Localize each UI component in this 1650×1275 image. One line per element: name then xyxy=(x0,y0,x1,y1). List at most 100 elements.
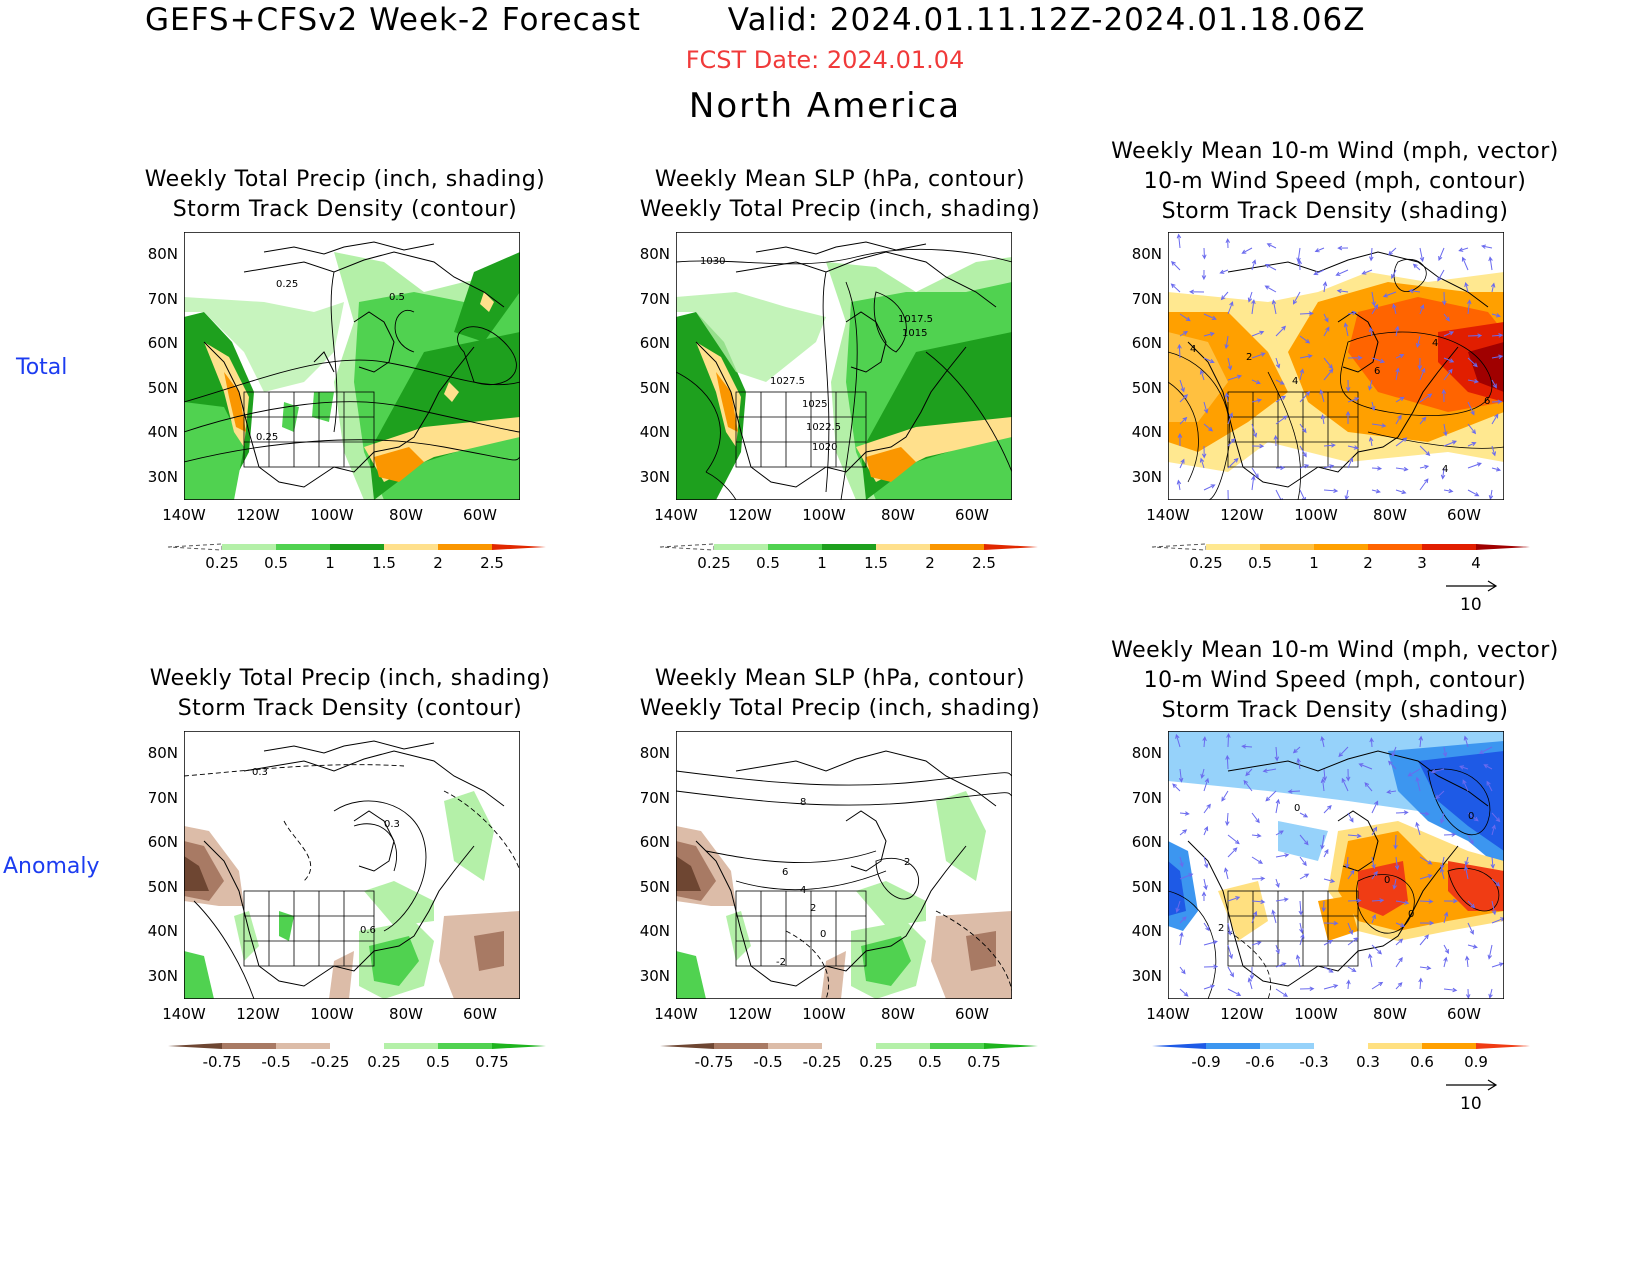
wind-vector xyxy=(1203,331,1215,337)
map-slp-total: 1030 1017.5 1015 1027.5 1025 1022.5 1020 xyxy=(676,232,1012,500)
wind-vector xyxy=(1203,777,1210,792)
colorbar-segment xyxy=(714,1043,768,1049)
contour-label: 4 xyxy=(1432,338,1438,349)
lat-label: 70N xyxy=(147,290,178,308)
lat-label: 30N xyxy=(147,967,178,985)
wind-vector xyxy=(1320,778,1326,792)
wind-vector xyxy=(1371,826,1378,836)
wind-vector xyxy=(1201,891,1207,902)
wind-vector xyxy=(1179,856,1184,868)
wind-vector xyxy=(1393,834,1398,850)
wind-vector xyxy=(1371,800,1379,814)
colorbar-label: 1 xyxy=(817,554,827,572)
wind-vectors xyxy=(1170,233,1504,500)
wind-vector xyxy=(1491,467,1502,472)
wind-vector xyxy=(1386,789,1397,795)
wind-vector xyxy=(1179,873,1194,880)
wind-vector xyxy=(1368,379,1373,391)
wind-vector xyxy=(1443,423,1448,437)
wind-vector xyxy=(1417,357,1423,371)
contour-label: 2 xyxy=(904,857,910,868)
state-borders xyxy=(735,890,867,967)
colorbar-segment xyxy=(768,544,822,550)
wind-vector xyxy=(1203,878,1208,891)
wind-vector xyxy=(1439,867,1445,880)
wind-vector xyxy=(1323,368,1334,381)
colorbar-segment xyxy=(1314,544,1368,550)
wind-vector xyxy=(1225,489,1231,500)
wind-vector xyxy=(1227,988,1242,996)
wind-vector xyxy=(1419,367,1426,381)
wind-vector xyxy=(1203,423,1214,432)
wind-vector xyxy=(1361,269,1373,275)
wind-vector xyxy=(1418,977,1423,990)
wind-vector xyxy=(1347,457,1354,469)
contour-label: -2 xyxy=(776,957,786,968)
lon-label: 120W xyxy=(236,506,280,524)
wind-vector xyxy=(1419,304,1425,315)
arrow-icon xyxy=(1446,580,1498,592)
wind-vector xyxy=(1299,423,1307,434)
colorbar-segment xyxy=(330,1043,384,1049)
title-wind-total: Weekly Mean 10-m Wind (mph, vector) 10-m … xyxy=(1100,137,1570,227)
lat-label: 80N xyxy=(639,744,670,762)
wind-vector xyxy=(1488,988,1493,999)
wind-vector xyxy=(1203,484,1216,491)
lon-label: 100W xyxy=(310,506,354,524)
wind-vector xyxy=(1323,357,1333,370)
title-slp-anom: Weekly Mean SLP (hPa, contour) Weekly Tot… xyxy=(615,664,1065,724)
wind-vector xyxy=(1462,779,1469,792)
wind-vector xyxy=(1415,821,1421,836)
wind-vector xyxy=(1175,733,1181,748)
wind-speed-contours xyxy=(1168,258,1504,500)
contour-label: 1017.5 xyxy=(898,314,933,325)
wind-vector xyxy=(1412,263,1421,271)
region-title: North America xyxy=(688,86,962,126)
colorbar-segment xyxy=(1314,1043,1368,1049)
contour-label: 1027.5 xyxy=(770,376,805,387)
lon-label: 60W xyxy=(1447,1005,1481,1023)
colorbar-label: -0.5 xyxy=(753,1053,782,1071)
wind-vector xyxy=(1394,856,1400,871)
colorbar-label: 0.25 xyxy=(697,554,730,572)
wind-vector xyxy=(1179,811,1190,816)
colorbar-segment xyxy=(822,544,876,550)
wind-vector xyxy=(1467,944,1478,949)
wind-vector xyxy=(1227,922,1232,936)
colorbar-label: 0.25 xyxy=(859,1053,892,1071)
wind-vector xyxy=(1299,390,1311,403)
wind-vector xyxy=(1395,396,1405,403)
wind-vector xyxy=(1435,790,1445,800)
lat-label: 50N xyxy=(1131,379,1162,397)
colorbar-segment xyxy=(168,1043,222,1049)
contour-label: 6 xyxy=(1374,366,1380,377)
wind-vector xyxy=(1219,269,1229,274)
colorbar-segment xyxy=(384,544,438,550)
lon-label: 60W xyxy=(955,1005,989,1023)
wind-vector xyxy=(1179,416,1188,425)
wind-vector xyxy=(1264,263,1277,271)
colorbar-segment xyxy=(222,1043,276,1049)
wind-vector xyxy=(1488,489,1494,500)
wind-vector xyxy=(1176,479,1182,491)
wind-vector xyxy=(1467,401,1475,416)
storm-track-contours xyxy=(184,271,520,463)
contour-label: 2 xyxy=(1246,352,1252,363)
wind-vector xyxy=(1395,982,1403,990)
title-wind-anom: Weekly Mean 10-m Wind (mph, vector) 10-m … xyxy=(1100,636,1570,726)
wind-vector xyxy=(1225,812,1230,827)
title-precip-total: Weekly Total Precip (inch, shading) Storm… xyxy=(120,165,570,225)
wind-vector xyxy=(1203,856,1209,869)
wind-vector xyxy=(1200,768,1205,779)
lon-label: 80W xyxy=(1373,1005,1407,1023)
colorbar-segment xyxy=(492,1043,546,1049)
wind-vector xyxy=(1199,457,1205,469)
title-precip-anom: Weekly Total Precip (inch, shading) Storm… xyxy=(125,664,575,724)
lon-label: 100W xyxy=(802,506,846,524)
wind-vector xyxy=(1323,443,1336,448)
lon-label: 140W xyxy=(654,1005,698,1023)
colorbar-segment xyxy=(768,1043,822,1049)
wind-vector xyxy=(1226,732,1231,748)
lon-label: 140W xyxy=(1146,506,1190,524)
row-label-anomaly: Anomaly xyxy=(3,854,100,879)
